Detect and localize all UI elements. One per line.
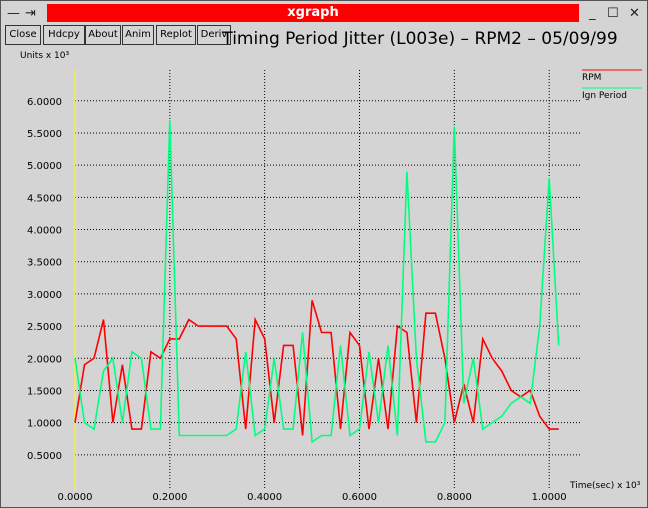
button[interactable]: Close: [5, 25, 41, 45]
pin[interactable]: ⇥: [25, 6, 36, 21]
button[interactable]: Replot: [156, 25, 196, 45]
minimize[interactable]: _: [589, 6, 596, 21]
button[interactable]: Anim: [122, 25, 154, 45]
maximize[interactable]: ☐: [607, 6, 619, 21]
button[interactable]: About: [85, 25, 121, 45]
button[interactable]: Deriv: [197, 25, 231, 45]
title-bar: — ⇥ xgraph _ ☐ ✕: [1, 1, 647, 25]
close-window[interactable]: ✕: [629, 6, 640, 21]
window-menu[interactable]: —: [7, 6, 20, 21]
window-title: xgraph: [47, 4, 579, 22]
button[interactable]: Hdcpy: [43, 25, 85, 45]
